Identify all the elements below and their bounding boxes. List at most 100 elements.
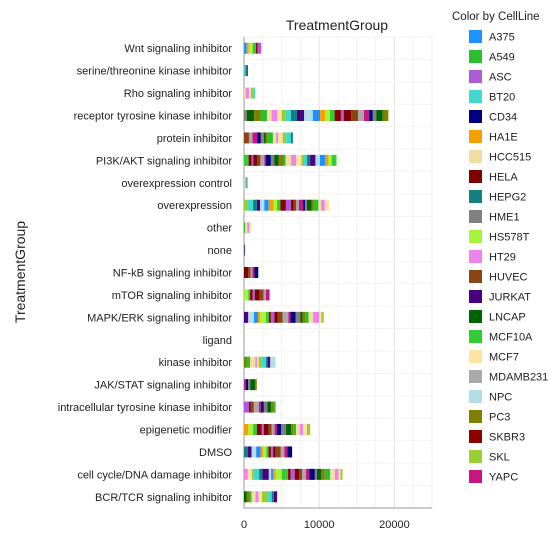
bar-segment[interactable]: [263, 446, 267, 458]
bar-segment[interactable]: [276, 424, 281, 435]
bar-segment[interactable]: [364, 110, 369, 121]
bar-segment[interactable]: [295, 154, 302, 166]
bar-segment[interactable]: [299, 468, 303, 480]
bar-segment[interactable]: [376, 110, 383, 121]
bar-segment[interactable]: [304, 154, 307, 166]
bar-segment[interactable]: [244, 401, 250, 413]
bar-segment[interactable]: [251, 446, 257, 458]
bar-segment[interactable]: [246, 356, 251, 368]
bar-segment[interactable]: [280, 446, 285, 458]
bar-segment[interactable]: [253, 401, 259, 413]
bar-segment[interactable]: [245, 379, 249, 391]
bar-segment[interactable]: [251, 491, 256, 503]
bar-segment[interactable]: [264, 199, 269, 211]
bar-segment[interactable]: [245, 222, 248, 234]
bar-segment[interactable]: [268, 446, 271, 458]
bar-segment[interactable]: [253, 199, 257, 211]
bar-segment[interactable]: [250, 379, 256, 391]
bar-segment[interactable]: [277, 199, 281, 211]
bar-segment[interactable]: [250, 356, 256, 368]
bar-segment[interactable]: [246, 65, 248, 77]
bar-segment[interactable]: [244, 42, 247, 54]
bar-segment[interactable]: [266, 356, 268, 368]
bar-segment[interactable]: [271, 110, 278, 121]
bar[interactable]: [244, 356, 276, 368]
bar-segment[interactable]: [285, 110, 291, 121]
bar-segment[interactable]: [248, 267, 251, 278]
bar-segment[interactable]: [271, 468, 274, 480]
bar-segment[interactable]: [325, 154, 329, 166]
bar-segment[interactable]: [253, 311, 259, 323]
bar-segment[interactable]: [270, 356, 276, 368]
bar-segment[interactable]: [291, 199, 294, 211]
bar-segment[interactable]: [252, 289, 255, 301]
bar-segment[interactable]: [255, 356, 257, 368]
bar-segment[interactable]: [351, 110, 359, 121]
bar-segment[interactable]: [250, 289, 253, 301]
bar-segment[interactable]: [285, 154, 292, 166]
bar-segment[interactable]: [278, 132, 283, 144]
bar-segment[interactable]: [244, 177, 246, 189]
bar-segment[interactable]: [290, 311, 296, 323]
bar-segment[interactable]: [305, 199, 307, 211]
bar-segment[interactable]: [305, 468, 310, 480]
bar[interactable]: [244, 446, 293, 458]
bar-segment[interactable]: [268, 424, 272, 435]
bar-segment[interactable]: [252, 42, 257, 54]
bar-segment[interactable]: [244, 311, 249, 323]
bar-segment[interactable]: [340, 110, 344, 121]
bar-segment[interactable]: [256, 356, 259, 368]
bar-segment[interactable]: [267, 356, 271, 368]
bar-segment[interactable]: [260, 132, 264, 144]
bar-segment[interactable]: [253, 468, 260, 480]
bar-segment[interactable]: [382, 110, 389, 121]
bar-segment[interactable]: [244, 244, 245, 256]
bar-segment[interactable]: [248, 154, 252, 166]
bar-segment[interactable]: [334, 468, 339, 480]
bar-segment[interactable]: [255, 379, 257, 391]
bar-segment[interactable]: [267, 132, 273, 144]
bar-segment[interactable]: [260, 311, 267, 323]
bar-segment[interactable]: [302, 199, 306, 211]
bar-segment[interactable]: [248, 42, 253, 54]
bar-segment[interactable]: [252, 267, 255, 278]
bar-segment[interactable]: [244, 468, 248, 480]
bar-segment[interactable]: [244, 244, 246, 256]
bar-segment[interactable]: [244, 65, 246, 77]
bar[interactable]: [244, 177, 248, 189]
bar-segment[interactable]: [260, 110, 267, 121]
bar[interactable]: [244, 65, 248, 77]
bar-segment[interactable]: [263, 401, 268, 413]
bar-segment[interactable]: [288, 311, 291, 323]
bar-segment[interactable]: [261, 356, 267, 368]
bar-segment[interactable]: [264, 154, 267, 166]
bar-segment[interactable]: [251, 154, 254, 166]
bar-segment[interactable]: [255, 491, 259, 503]
bar-segment[interactable]: [277, 311, 283, 323]
bar-segment[interactable]: [256, 199, 261, 211]
bar-segment[interactable]: [300, 311, 303, 323]
bar-segment[interactable]: [316, 468, 322, 480]
bar-segment[interactable]: [296, 110, 305, 121]
bar-segment[interactable]: [250, 267, 253, 278]
bar-segment[interactable]: [257, 42, 262, 54]
bar-segment[interactable]: [282, 311, 289, 323]
bar-segment[interactable]: [256, 424, 262, 435]
bar-segment[interactable]: [259, 289, 264, 301]
bar-segment[interactable]: [320, 110, 326, 121]
bar-segment[interactable]: [287, 446, 293, 458]
bar-segment[interactable]: [330, 468, 335, 480]
bar-segment[interactable]: [368, 110, 373, 121]
bar-segment[interactable]: [308, 311, 314, 323]
bar-segment[interactable]: [372, 110, 377, 121]
bar-segment[interactable]: [319, 154, 326, 166]
bar-segment[interactable]: [283, 154, 286, 166]
bar[interactable]: [244, 468, 343, 480]
bar-segment[interactable]: [261, 491, 268, 503]
bar-segment[interactable]: [358, 110, 365, 121]
bar-segment[interactable]: [343, 110, 352, 121]
bar[interactable]: [244, 424, 311, 435]
bar[interactable]: [244, 154, 337, 166]
bar-segment[interactable]: [273, 468, 276, 480]
bar[interactable]: [244, 244, 246, 256]
